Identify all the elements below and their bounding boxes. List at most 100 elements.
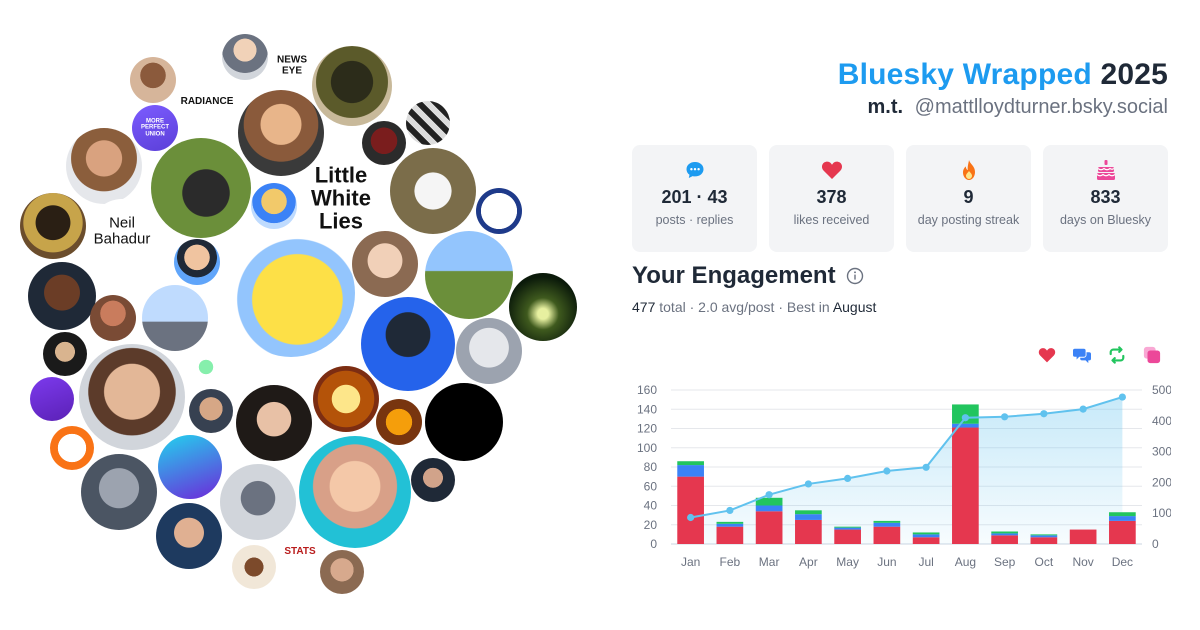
- avatar-black-dog: [151, 138, 251, 238]
- bar-segment: [952, 427, 979, 544]
- y-tick-label: 100: [637, 441, 657, 455]
- engagement-title: Your Engagement: [632, 262, 864, 290]
- cumulative-point: [765, 491, 773, 499]
- avatar-neil-bahadur: Neil Bahadur: [90, 199, 154, 263]
- avg-text: · 2.0 avg/post · Best in: [689, 299, 830, 315]
- total-value: 477: [632, 299, 656, 315]
- bar-segment: [873, 520, 901, 523]
- best-month: August: [832, 299, 877, 315]
- bar-segment: [834, 529, 861, 544]
- avatar-woman-cap: [236, 385, 312, 461]
- avatar-cat-person: [220, 464, 296, 540]
- avatar-painting: [20, 193, 86, 259]
- x-tick-label: Nov: [1072, 555, 1093, 569]
- avatar-stripes: [406, 101, 450, 145]
- bar-segment: [912, 534, 940, 538]
- cumulative-point: [726, 506, 734, 515]
- avatar-guardian-g: [476, 188, 522, 234]
- bar-segment: [952, 423, 979, 428]
- cumulative-point: [1001, 413, 1009, 421]
- bar-segment: [834, 526, 861, 528]
- avatar-man-glasses: [222, 34, 268, 80]
- avatar-sprout: [186, 347, 226, 387]
- avatar-cartoon-kid: [251, 183, 297, 229]
- avatar-fire-art: [313, 366, 379, 432]
- quotes-legend-icon[interactable]: [1143, 346, 1161, 364]
- y2-tick-label: 300: [1152, 445, 1171, 459]
- avatar-v-logo: [30, 377, 74, 421]
- y2-tick-label: 100: [1152, 506, 1171, 520]
- avatar-red-dark: [362, 121, 406, 165]
- cumulative-point: [883, 467, 891, 475]
- avatar-man-small: [189, 389, 233, 433]
- replies-legend-icon[interactable]: [1073, 346, 1091, 364]
- cumulative-line: [690, 396, 1123, 519]
- avatar-neil-bahadur-label: Neil Bahadur: [93, 214, 151, 247]
- heart-icon: [821, 161, 842, 179]
- cumulative-point: [804, 480, 812, 488]
- cumulative-area: [690, 397, 1123, 544]
- avatar-lying-man: [390, 148, 476, 234]
- speech-bubble-icon: [686, 162, 703, 178]
- reposts-legend-icon[interactable]: [1108, 346, 1126, 364]
- bar-segment: [677, 465, 704, 477]
- cumulative-point: [1079, 405, 1087, 413]
- bar-segment: [716, 523, 744, 527]
- bar-segment: [873, 522, 901, 527]
- avatar-news-eye-label: NEWS EYE: [277, 54, 307, 76]
- x-tick-label: Dec: [1112, 555, 1133, 569]
- x-tick-label: Jan: [681, 555, 700, 569]
- avatar-radiance: RADIANCE: [175, 70, 239, 134]
- bar-segment: [677, 461, 704, 466]
- bar-segment: [1030, 537, 1058, 544]
- y2-tick-label: 400: [1152, 414, 1171, 428]
- bar-segment: [755, 505, 783, 512]
- avatar-stats-label: STATS: [284, 545, 316, 557]
- avatar-drinking: [411, 458, 455, 502]
- stat-label: posts · replies: [655, 213, 734, 227]
- x-tick-label: Mar: [759, 555, 780, 569]
- y-tick-label: 0: [650, 537, 657, 551]
- avatar-lake-light: [509, 273, 577, 341]
- total-word: total: [659, 299, 686, 315]
- avatar-bald-glasses: [66, 128, 142, 204]
- year: 2025: [1100, 58, 1168, 91]
- y-tick-label: 20: [644, 518, 658, 532]
- cumulative-point: [687, 513, 695, 522]
- info-icon[interactable]: [846, 267, 864, 285]
- x-tick-label: Feb: [720, 555, 741, 569]
- y-tick-label: 120: [637, 422, 657, 436]
- likes-legend-icon[interactable]: [1038, 346, 1056, 364]
- stat-label: day posting streak: [917, 213, 1020, 227]
- y2-tick-label: 500: [1152, 383, 1171, 397]
- bar-segment: [991, 531, 1018, 534]
- avatar-statue: [456, 318, 522, 384]
- x-tick-label: Oct: [1035, 555, 1054, 569]
- avatar-suit-man: [174, 239, 220, 285]
- avatar-man-selfie: [79, 344, 185, 450]
- y-tick-label: 80: [644, 460, 658, 474]
- x-tick-label: Sep: [994, 555, 1016, 569]
- avatar-billboard: [425, 231, 513, 319]
- avatar-goku: [361, 297, 455, 391]
- avatar-little-white-lies-label: Little White Lies: [311, 162, 371, 234]
- avatar-dark-mask: [312, 46, 392, 126]
- avatar-guitarist: [90, 295, 136, 341]
- x-tick-label: Aug: [955, 555, 976, 569]
- stat-value: 9: [963, 187, 974, 207]
- avatar-radiance-label: RADIANCE: [180, 95, 234, 107]
- avatar-neon: [158, 435, 222, 499]
- bar-segment: [952, 404, 979, 424]
- stat-label: likes received: [793, 213, 870, 227]
- y2-tick-label: 200: [1152, 475, 1171, 489]
- y2-tick-label: 0: [1152, 537, 1159, 551]
- bar-segment: [912, 537, 940, 544]
- bar-segment: [716, 526, 744, 544]
- avatar-city: [142, 285, 208, 351]
- avatar-blonde-woman: [352, 231, 418, 297]
- bar-segment: [795, 514, 822, 520]
- stat-value: 378: [816, 187, 847, 207]
- bar-segment: [834, 527, 861, 530]
- bar-segment: [755, 497, 783, 506]
- bar-segment: [677, 476, 704, 544]
